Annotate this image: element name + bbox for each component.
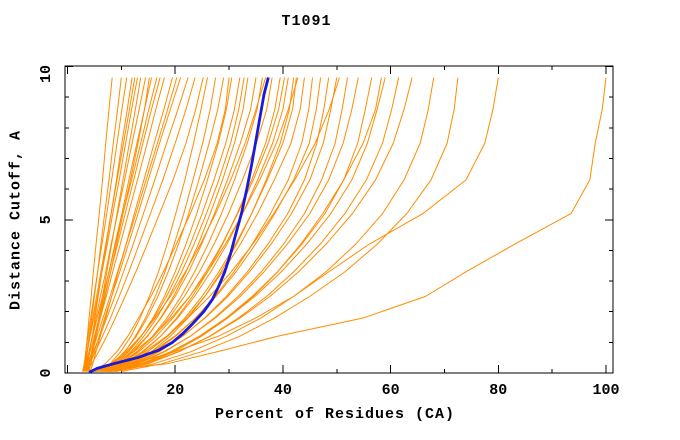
- model-curve: [100, 77, 233, 372]
- model-curve: [94, 77, 499, 372]
- x-tick-label: 60: [382, 382, 400, 399]
- model-curve: [97, 77, 209, 372]
- model-curve: [102, 77, 305, 372]
- highlight-curve: [88, 77, 270, 374]
- x-axis-label: Percent of Residues (CA): [214, 406, 456, 423]
- y-tick-label: 5: [38, 215, 55, 224]
- model-curve: [110, 77, 413, 372]
- model-curve: [84, 77, 178, 372]
- model-curve: [100, 77, 245, 372]
- x-tick-label: 0: [63, 382, 72, 399]
- model-curve: [93, 77, 230, 372]
- model-curve: [84, 77, 196, 372]
- model-curve: [115, 77, 435, 372]
- model-curve: [112, 77, 373, 372]
- model-curve: [98, 77, 225, 372]
- model-curve: [108, 77, 386, 372]
- model-curve: [83, 77, 158, 372]
- model-curve: [107, 77, 359, 372]
- model-curve: [82, 77, 136, 372]
- model-curve: [83, 77, 161, 372]
- model-curve: [121, 77, 459, 372]
- chart-title: T1091: [281, 13, 332, 30]
- model-curve: [85, 77, 204, 372]
- model-curve: [82, 77, 128, 372]
- model-curve: [96, 77, 241, 372]
- model-curve: [85, 77, 165, 372]
- model-curve: [96, 77, 299, 372]
- x-tick-label: 80: [489, 382, 507, 399]
- x-tick-label: 40: [274, 382, 292, 399]
- x-tick-label: 100: [592, 382, 619, 399]
- y-tick-label: 10: [38, 65, 55, 83]
- model-curve: [83, 77, 138, 372]
- model-curve: [87, 77, 182, 372]
- model-curve: [95, 77, 267, 372]
- model-curve: [110, 77, 349, 372]
- model-curve: [83, 77, 189, 372]
- x-tick-label: 20: [166, 382, 184, 399]
- model-curve: [101, 77, 289, 372]
- y-tick-label: 0: [38, 368, 55, 377]
- model-curve: [84, 77, 147, 372]
- model-curve: [94, 77, 607, 372]
- model-curve: [109, 77, 330, 372]
- model-curve: [101, 77, 286, 372]
- model-curve: [98, 77, 257, 372]
- model-curve: [103, 77, 340, 372]
